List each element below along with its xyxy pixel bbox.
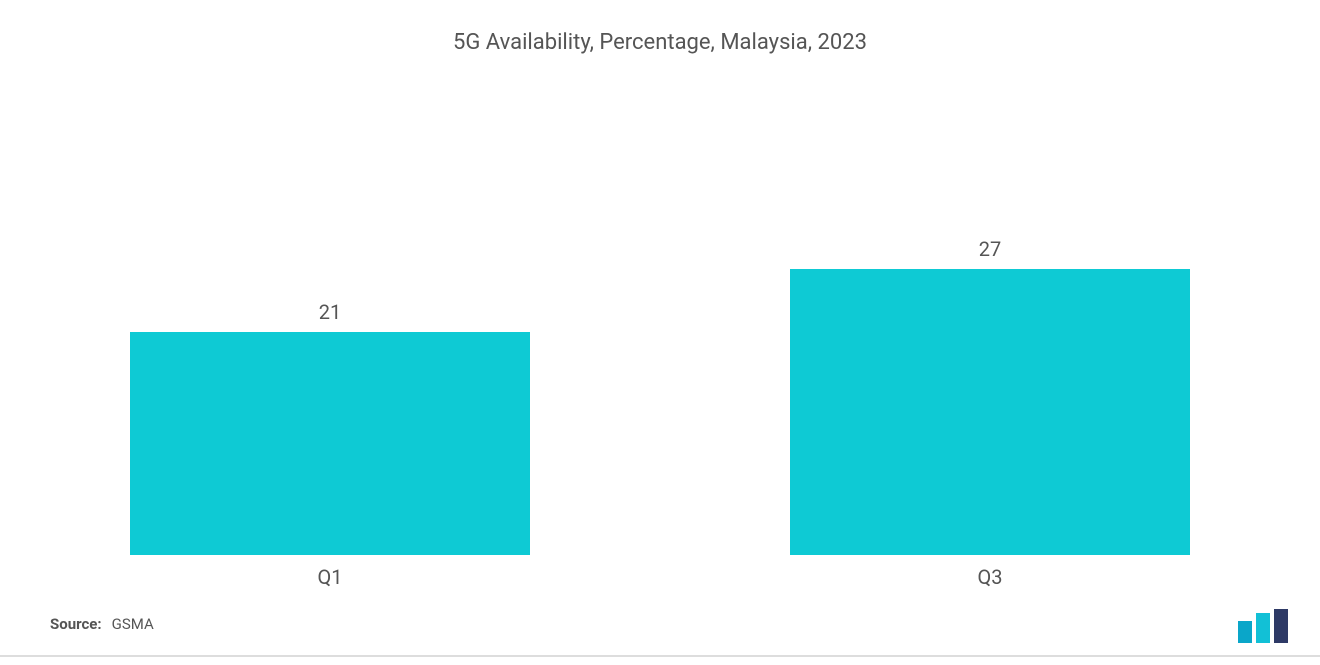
bottom-rule — [0, 655, 1320, 657]
source-label: Source: — [50, 615, 102, 633]
bar — [130, 332, 530, 555]
category-label: Q1 — [130, 565, 530, 589]
bar-group: 27 — [790, 237, 1190, 555]
bars-row: 21 27 — [130, 115, 1190, 555]
category-labels: Q1 Q3 — [130, 565, 1190, 589]
bar-value-label: 21 — [319, 300, 341, 324]
bar-group: 21 — [130, 300, 530, 555]
plot-area: 2127 Q1Q3 — [50, 115, 1270, 555]
category-label: Q3 — [790, 565, 1190, 589]
source-value: GSMA — [112, 615, 154, 633]
bar-value-label: 27 — [979, 237, 1001, 261]
chart-container: 5G Availability, Percentage, Malaysia, 2… — [0, 0, 1320, 665]
bar — [790, 269, 1190, 555]
brand-logo — [1238, 609, 1290, 643]
source-line: Source: GSMA — [50, 615, 154, 633]
chart-title: 5G Availability, Percentage, Malaysia, 2… — [50, 30, 1270, 55]
